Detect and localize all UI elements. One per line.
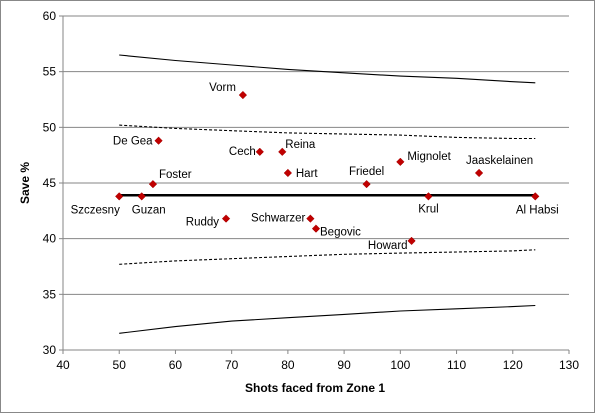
gridlines xyxy=(63,15,569,295)
data-point-label: Foster xyxy=(159,169,192,181)
data-point-marker xyxy=(148,179,158,189)
data-point-marker xyxy=(531,192,540,201)
data-point-label: Mignolet xyxy=(407,151,451,163)
data-point-marker xyxy=(238,90,248,100)
data-point-label: Krul xyxy=(418,203,438,215)
data-point-label: Vorm xyxy=(209,82,236,94)
inner-limit-line xyxy=(119,249,536,265)
x-tick-label: 40 xyxy=(56,358,70,372)
data-point-label: Hart xyxy=(296,168,319,180)
data-point-marker xyxy=(424,192,433,201)
inner-limit-line xyxy=(119,124,536,140)
x-tick-label: 80 xyxy=(281,358,295,372)
data-point-label: Begovic xyxy=(320,227,361,239)
data-point-label: Reina xyxy=(285,139,316,151)
data-point-label: Cech xyxy=(229,146,256,158)
data-point-marker xyxy=(306,214,315,223)
data-point-label: Szczesny xyxy=(71,204,120,216)
x-tick-label: 70 xyxy=(225,358,239,372)
data-point-marker xyxy=(255,147,264,156)
axes: 30 35 40 45 50 55 60 40 50 60 70 80 90 100 110 120 130 xyxy=(43,9,580,372)
data-point-marker xyxy=(278,147,287,156)
y-tick-label: 40 xyxy=(43,232,57,246)
x-tick-label: 60 xyxy=(169,358,183,372)
y-tick-label: 35 xyxy=(43,287,57,301)
y-tick-label: 60 xyxy=(43,9,57,23)
outer-limit-line xyxy=(119,54,536,84)
data-point-label: Jaaskelainen xyxy=(466,155,533,167)
y-tick-label: 45 xyxy=(43,176,57,190)
data-point-marker xyxy=(154,136,163,145)
data-point-marker xyxy=(396,157,405,167)
outer-limit-line xyxy=(119,304,536,334)
data-point-label: Schwarzer xyxy=(251,213,305,225)
data-point-marker xyxy=(115,192,124,201)
data-point-label: Ruddy xyxy=(186,217,219,229)
data-point-label: Guzan xyxy=(132,204,166,216)
data-point-label: Friedel xyxy=(349,166,384,178)
x-tick-label: 90 xyxy=(337,358,351,372)
data-point-label: De Gea xyxy=(113,136,153,148)
data-point-marker xyxy=(362,179,371,189)
x-axis-title: Shots faced from Zone 1 xyxy=(245,381,385,395)
y-axis-title: Save % xyxy=(18,162,32,204)
data-point-marker xyxy=(221,214,231,223)
x-tick-label: 50 xyxy=(113,358,127,372)
data-point-label: Al Habsi xyxy=(516,204,559,216)
x-tick-label: 120 xyxy=(503,358,523,372)
y-tick-label: 55 xyxy=(43,65,57,79)
data-point-marker xyxy=(283,168,293,178)
x-tick-label: 110 xyxy=(447,358,466,372)
y-tick-label: 30 xyxy=(43,343,57,357)
data-point-label: Howard xyxy=(368,240,408,252)
point-labels: Szczesny Guzan Foster De Gea Ruddy Vorm Cech Re… xyxy=(71,82,559,252)
y-tick-label: 50 xyxy=(43,120,57,134)
data-point-marker xyxy=(137,192,146,201)
data-points xyxy=(115,90,540,246)
x-tick-label: 100 xyxy=(390,358,410,372)
control-lines xyxy=(119,54,536,334)
data-point-marker xyxy=(407,236,416,246)
data-point-marker xyxy=(311,224,321,233)
data-point-marker xyxy=(474,168,484,178)
x-tick-label: 130 xyxy=(559,358,579,372)
